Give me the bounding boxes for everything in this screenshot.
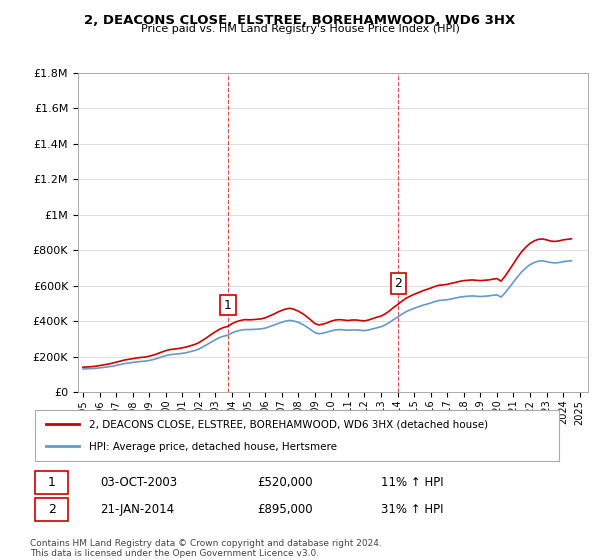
- Text: 11% ↑ HPI: 11% ↑ HPI: [381, 477, 443, 489]
- FancyBboxPatch shape: [35, 410, 559, 461]
- FancyBboxPatch shape: [35, 472, 68, 494]
- Text: 1: 1: [47, 477, 56, 489]
- Text: 03-OCT-2003: 03-OCT-2003: [100, 477, 178, 489]
- FancyBboxPatch shape: [35, 498, 68, 521]
- Text: £895,000: £895,000: [257, 503, 313, 516]
- Text: Contains HM Land Registry data © Crown copyright and database right 2024.: Contains HM Land Registry data © Crown c…: [30, 539, 382, 548]
- Text: 2, DEACONS CLOSE, ELSTREE, BOREHAMWOOD, WD6 3HX: 2, DEACONS CLOSE, ELSTREE, BOREHAMWOOD, …: [85, 14, 515, 27]
- Text: 2, DEACONS CLOSE, ELSTREE, BOREHAMWOOD, WD6 3HX (detached house): 2, DEACONS CLOSE, ELSTREE, BOREHAMWOOD, …: [89, 420, 488, 430]
- Text: 1: 1: [224, 298, 232, 311]
- Text: £520,000: £520,000: [257, 477, 313, 489]
- Text: 2: 2: [394, 277, 403, 290]
- Text: HPI: Average price, detached house, Hertsmere: HPI: Average price, detached house, Hert…: [89, 442, 337, 452]
- Text: 31% ↑ HPI: 31% ↑ HPI: [381, 503, 443, 516]
- Text: This data is licensed under the Open Government Licence v3.0.: This data is licensed under the Open Gov…: [30, 549, 319, 558]
- Text: Price paid vs. HM Land Registry's House Price Index (HPI): Price paid vs. HM Land Registry's House …: [140, 24, 460, 34]
- Text: 21-JAN-2014: 21-JAN-2014: [100, 503, 175, 516]
- Text: 2: 2: [47, 503, 56, 516]
